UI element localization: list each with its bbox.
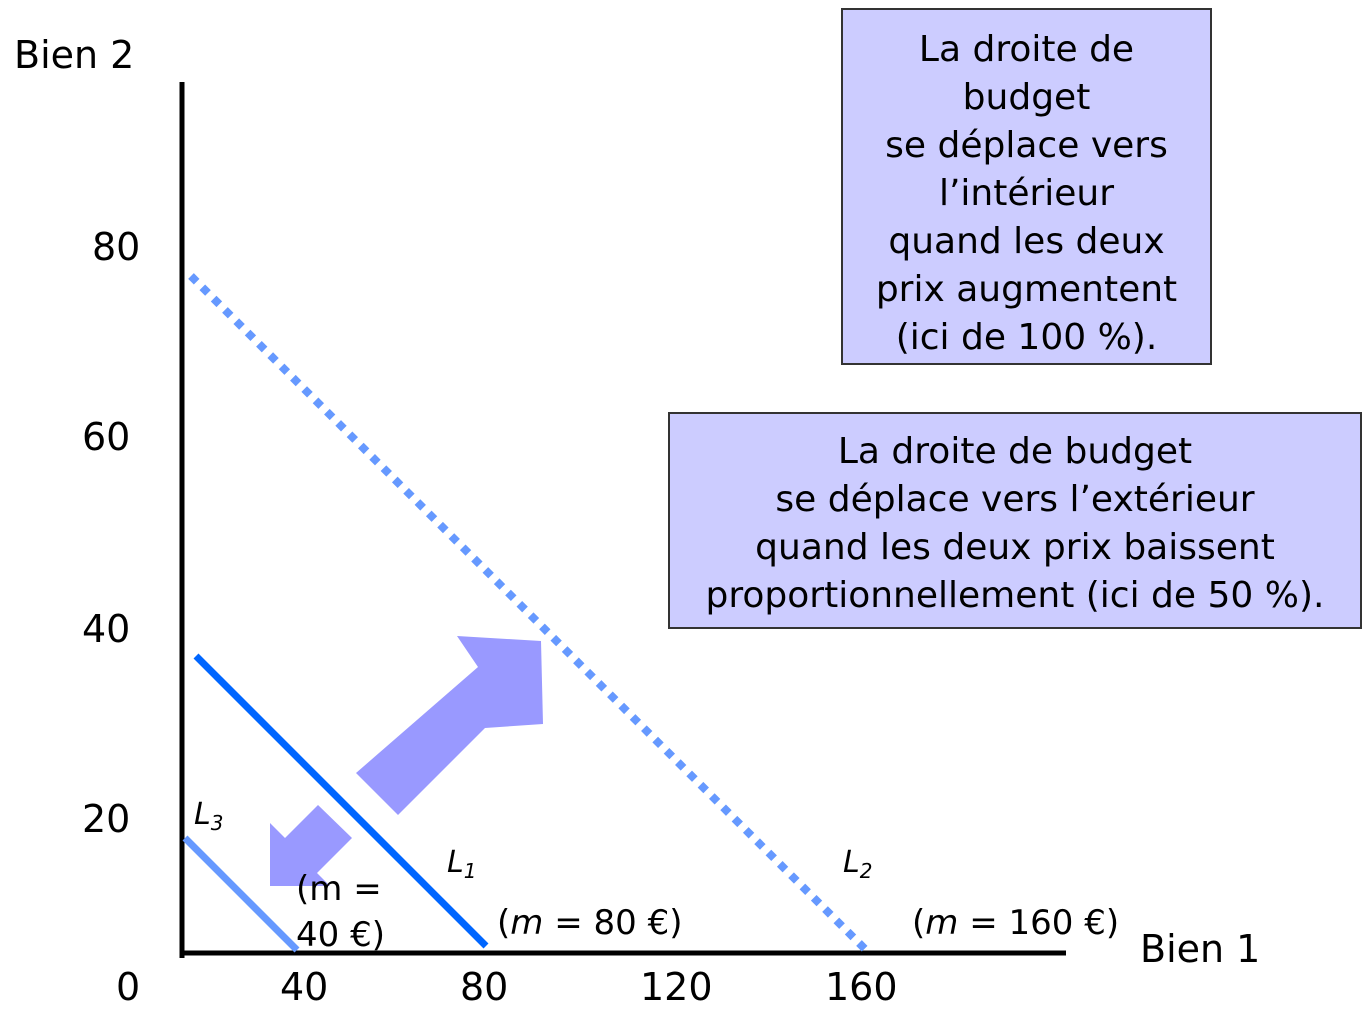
income-l2: (m = 160 €) bbox=[912, 903, 1120, 943]
x-tick-40: 40 bbox=[280, 965, 329, 1009]
note-inward-shift: La droite de budget se déplace vers l’in… bbox=[841, 8, 1212, 365]
origin-label: 0 bbox=[116, 965, 141, 1009]
y-tick-60: 60 bbox=[82, 415, 131, 459]
label-l3: L3 bbox=[194, 797, 224, 835]
label-l2: L2 bbox=[843, 845, 873, 883]
y-axis-label: Bien 2 bbox=[14, 33, 135, 77]
label-l1: L1 bbox=[447, 845, 477, 883]
budget-line-l3 bbox=[182, 835, 300, 953]
y-tick-20: 20 bbox=[82, 797, 131, 841]
y-tick-40: 40 bbox=[82, 607, 131, 651]
income-l1: (m = 80 €) bbox=[497, 903, 683, 943]
x-tick-80: 80 bbox=[460, 965, 509, 1009]
budget-line-l1 bbox=[193, 653, 489, 949]
outward-arrow bbox=[356, 636, 543, 815]
x-tick-160: 160 bbox=[825, 965, 898, 1009]
inward-arrow bbox=[270, 805, 352, 886]
x-tick-120: 120 bbox=[640, 965, 713, 1009]
y-tick-80: 80 bbox=[92, 225, 141, 269]
note-outward-shift: La droite de budget se déplace vers l’ex… bbox=[668, 412, 1362, 629]
income-l3: (m = 40 €) bbox=[296, 869, 385, 955]
x-axis-label: Bien 1 bbox=[1140, 927, 1261, 971]
